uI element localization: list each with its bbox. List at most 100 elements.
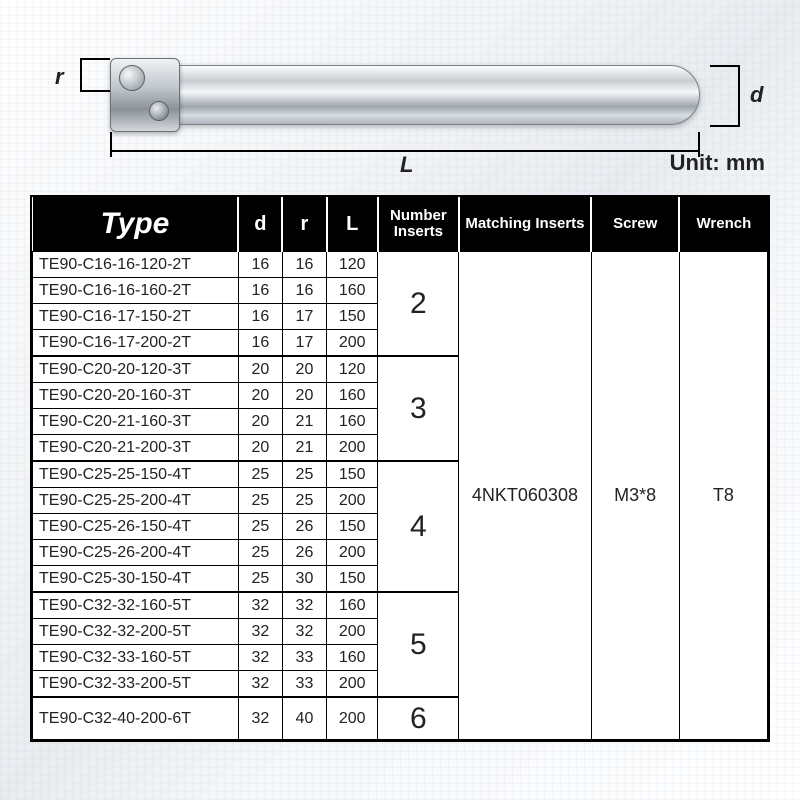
cell-L: 150 <box>327 566 378 593</box>
dim-d-bot <box>710 125 740 127</box>
cell-L: 160 <box>327 278 378 304</box>
cell-d: 32 <box>238 697 282 740</box>
cell-d: 16 <box>238 278 282 304</box>
cell-num-inserts: 6 <box>378 697 459 740</box>
cell-r: 20 <box>282 356 326 383</box>
cell-L: 200 <box>327 330 378 357</box>
cell-type: TE90-C32-32-200-5T <box>33 619 239 645</box>
cell-type: TE90-C32-40-200-6T <box>33 697 239 740</box>
cell-num-inserts: 2 <box>378 252 459 357</box>
dim-d-vert <box>738 65 740 127</box>
cell-type: TE90-C16-17-200-2T <box>33 330 239 357</box>
cell-d: 25 <box>238 488 282 514</box>
unit-label: Unit: mm <box>670 150 765 176</box>
cell-type: TE90-C32-33-200-5T <box>33 671 239 698</box>
cell-type: TE90-C25-25-150-4T <box>33 461 239 488</box>
cell-d: 20 <box>238 409 282 435</box>
col-d: d <box>238 197 282 252</box>
cell-num-inserts: 5 <box>378 592 459 697</box>
cell-r: 17 <box>282 304 326 330</box>
cell-r: 16 <box>282 278 326 304</box>
cell-r: 30 <box>282 566 326 593</box>
label-d: d <box>750 82 763 108</box>
cell-L: 200 <box>327 435 378 462</box>
col-matching: Matching Inserts <box>459 197 591 252</box>
cell-type: TE90-C25-26-200-4T <box>33 540 239 566</box>
cell-d: 16 <box>238 330 282 357</box>
table-body: TE90-C16-16-120-2T161612024NKT060308M3*8… <box>33 252 768 740</box>
dim-d-top <box>710 65 740 67</box>
cell-d: 25 <box>238 461 282 488</box>
cell-d: 32 <box>238 619 282 645</box>
col-L: L <box>327 197 378 252</box>
cell-d: 32 <box>238 645 282 671</box>
table-row: TE90-C16-16-120-2T161612024NKT060308M3*8… <box>33 252 768 278</box>
cell-wrench: T8 <box>679 252 767 740</box>
col-num-inserts: Number Inserts <box>378 197 459 252</box>
cell-r: 20 <box>282 383 326 409</box>
cell-d: 25 <box>238 566 282 593</box>
cell-type: TE90-C16-16-160-2T <box>33 278 239 304</box>
dim-r-bot <box>80 90 110 92</box>
cell-type: TE90-C32-33-160-5T <box>33 645 239 671</box>
tool-cutting-head <box>110 58 180 132</box>
cell-r: 21 <box>282 409 326 435</box>
cell-r: 17 <box>282 330 326 357</box>
cell-d: 16 <box>238 304 282 330</box>
cell-L: 160 <box>327 409 378 435</box>
cell-type: TE90-C20-21-160-3T <box>33 409 239 435</box>
cell-r: 25 <box>282 461 326 488</box>
cell-num-inserts: 3 <box>378 356 459 461</box>
spec-table: Type d r L Number Inserts Matching Inser… <box>32 197 768 740</box>
dim-L-left <box>110 132 112 157</box>
tool-diagram: r d L <box>60 20 760 190</box>
cell-L: 120 <box>327 356 378 383</box>
cell-r: 33 <box>282 671 326 698</box>
cell-d: 16 <box>238 252 282 278</box>
cell-L: 200 <box>327 697 378 740</box>
cell-r: 32 <box>282 619 326 645</box>
cell-L: 200 <box>327 540 378 566</box>
cell-L: 200 <box>327 671 378 698</box>
cell-type: TE90-C25-26-150-4T <box>33 514 239 540</box>
cell-type: TE90-C16-17-150-2T <box>33 304 239 330</box>
cell-d: 32 <box>238 671 282 698</box>
cell-type: TE90-C20-20-160-3T <box>33 383 239 409</box>
col-wrench: Wrench <box>679 197 767 252</box>
cell-r: 32 <box>282 592 326 619</box>
cell-r: 16 <box>282 252 326 278</box>
cell-r: 26 <box>282 540 326 566</box>
cell-L: 160 <box>327 645 378 671</box>
cell-L: 150 <box>327 514 378 540</box>
col-type: Type <box>33 197 239 252</box>
cell-L: 150 <box>327 304 378 330</box>
col-r: r <box>282 197 326 252</box>
cell-r: 26 <box>282 514 326 540</box>
table-header: Type d r L Number Inserts Matching Inser… <box>33 197 768 252</box>
cell-r: 40 <box>282 697 326 740</box>
cell-type: TE90-C16-16-120-2T <box>33 252 239 278</box>
col-screw: Screw <box>591 197 679 252</box>
label-r: r <box>55 64 64 90</box>
cell-r: 33 <box>282 645 326 671</box>
cell-d: 20 <box>238 356 282 383</box>
cell-num-inserts: 4 <box>378 461 459 592</box>
cell-d: 25 <box>238 514 282 540</box>
cell-d: 25 <box>238 540 282 566</box>
cell-L: 160 <box>327 592 378 619</box>
cell-d: 20 <box>238 435 282 462</box>
cell-L: 200 <box>327 619 378 645</box>
tool-shank <box>170 65 700 125</box>
cell-matching-inserts: 4NKT060308 <box>459 252 591 740</box>
cell-d: 20 <box>238 383 282 409</box>
dim-r-vert <box>80 58 82 92</box>
cell-r: 25 <box>282 488 326 514</box>
cell-d: 32 <box>238 592 282 619</box>
cell-type: TE90-C25-30-150-4T <box>33 566 239 593</box>
cell-L: 200 <box>327 488 378 514</box>
cell-type: TE90-C25-25-200-4T <box>33 488 239 514</box>
cell-type: TE90-C20-21-200-3T <box>33 435 239 462</box>
cell-type: TE90-C20-20-120-3T <box>33 356 239 383</box>
cell-r: 21 <box>282 435 326 462</box>
cell-L: 150 <box>327 461 378 488</box>
